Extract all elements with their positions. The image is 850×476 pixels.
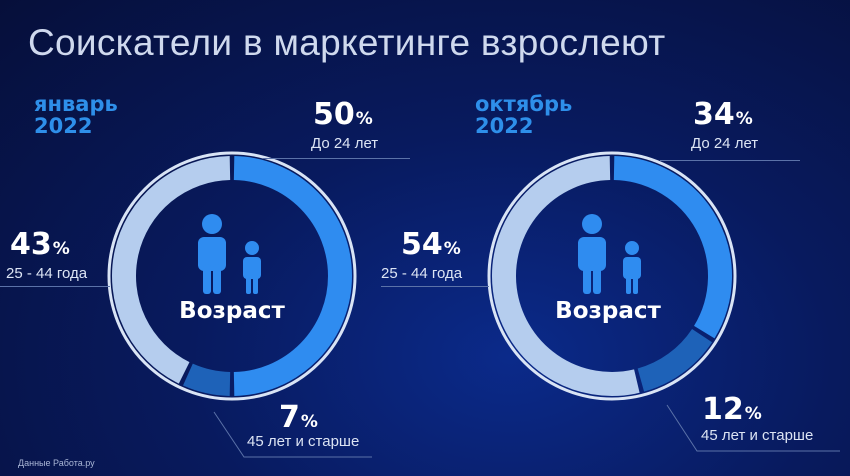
donut-outer-ring	[107, 151, 357, 401]
label-senior-oct: 45 лет и старше	[701, 427, 814, 444]
pct-young-jan: 50%	[313, 97, 373, 132]
people-icon	[198, 214, 261, 294]
pct-middle-jan: 43%	[10, 227, 70, 262]
pct-young-oct: 34%	[693, 97, 753, 132]
donut-outer-ring	[487, 151, 737, 401]
slice-young	[613, 156, 732, 339]
period-year: 2022	[475, 114, 534, 138]
leader-line	[262, 158, 410, 159]
period-label-october: октябрь 2022	[475, 93, 572, 137]
label-senior-jan: 45 лет и старше	[247, 433, 360, 450]
period-label-january: январь 2022	[34, 93, 118, 137]
leader-line	[660, 160, 800, 161]
slice-young	[233, 156, 352, 396]
label-middle-jan: 25 - 44 года	[6, 265, 88, 282]
period-month: январь	[34, 92, 118, 116]
pct-senior-jan: 7%	[279, 400, 318, 435]
slice-senior	[183, 363, 231, 396]
slice-senior	[637, 328, 713, 392]
label-young-jan: До 24 лет	[311, 135, 379, 152]
pct-senior-oct: 12%	[702, 392, 762, 427]
slice-middle	[492, 156, 640, 396]
label-young-oct: До 24 лет	[691, 135, 759, 152]
label-middle-oct: 25 - 44 года	[381, 265, 463, 282]
center-label: Возраст	[179, 298, 285, 324]
pct-middle-oct: 54%	[401, 227, 461, 262]
source-note: Данные Работа.ру	[18, 458, 95, 468]
period-year: 2022	[34, 114, 93, 138]
page-title: Соискатели в маркетинге взрослеют	[28, 22, 666, 63]
period-month: октябрь	[475, 92, 573, 116]
leader-line	[0, 286, 110, 287]
slice-middle	[112, 156, 231, 384]
leader-line	[381, 286, 489, 287]
center-label: Возраст	[555, 298, 661, 324]
people-icon	[578, 214, 641, 294]
